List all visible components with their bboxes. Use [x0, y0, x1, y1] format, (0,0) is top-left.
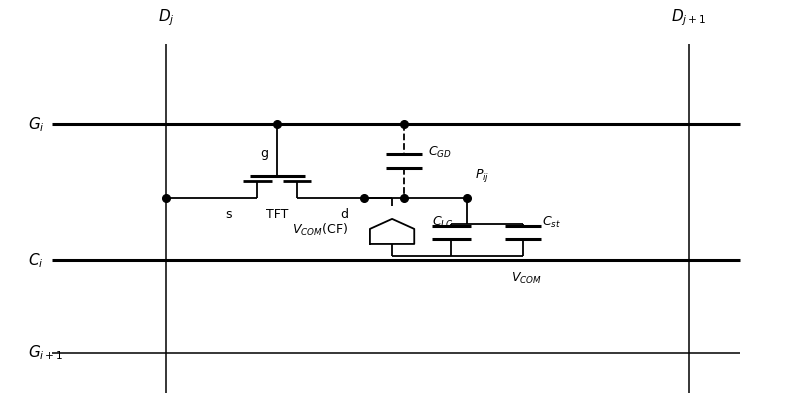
Text: $C_{GD}$: $C_{GD}$ [428, 145, 451, 160]
Text: $G_i$: $G_i$ [28, 115, 45, 133]
Text: d: d [341, 208, 349, 221]
Text: $P_{ij}$: $P_{ij}$ [475, 167, 490, 184]
Text: g: g [260, 147, 268, 160]
Text: $D_{j+1}$: $D_{j+1}$ [671, 8, 706, 28]
Text: $C_{st}$: $C_{st}$ [542, 215, 562, 230]
Text: $V_{COM}$(CF): $V_{COM}$(CF) [293, 222, 349, 239]
Text: s: s [225, 208, 231, 221]
Text: TFT: TFT [266, 208, 289, 221]
Text: $V_{COM}$: $V_{COM}$ [511, 271, 542, 286]
Text: $C_i$: $C_i$ [28, 251, 43, 270]
Text: $D_j$: $D_j$ [158, 8, 174, 28]
Text: $G_{i+1}$: $G_{i+1}$ [28, 343, 63, 362]
Text: $C_{LC}$: $C_{LC}$ [432, 215, 454, 230]
